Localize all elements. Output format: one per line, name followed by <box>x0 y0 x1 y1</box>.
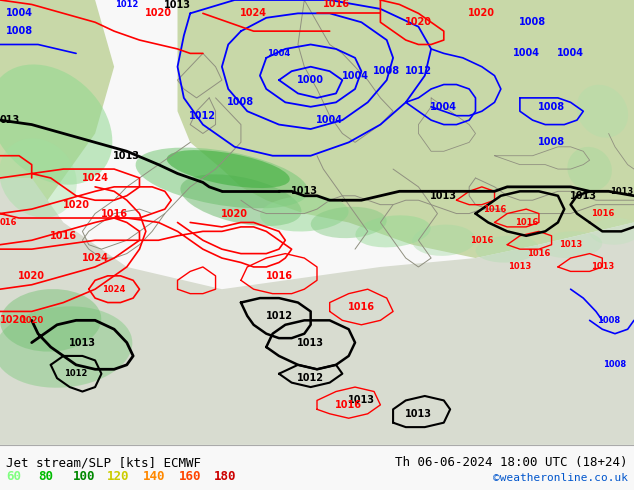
Text: 1016: 1016 <box>266 271 292 281</box>
Text: 1008: 1008 <box>538 102 565 112</box>
Text: 1024: 1024 <box>103 285 126 294</box>
Text: 1008: 1008 <box>597 316 620 325</box>
Text: 1024: 1024 <box>82 173 108 183</box>
Text: 1013: 1013 <box>508 263 531 271</box>
Text: 140: 140 <box>143 470 165 483</box>
Text: 016: 016 <box>0 218 18 227</box>
Text: 013: 013 <box>0 115 20 125</box>
Text: 80: 80 <box>38 470 53 483</box>
Text: 1004: 1004 <box>513 49 540 58</box>
Text: 1004: 1004 <box>316 115 343 125</box>
Text: 1013: 1013 <box>297 338 324 347</box>
Text: 1008: 1008 <box>604 360 626 369</box>
Text: 1004: 1004 <box>342 71 368 81</box>
Ellipse shape <box>136 147 308 208</box>
Text: 1012: 1012 <box>405 66 432 76</box>
Text: 1013: 1013 <box>610 187 633 196</box>
Text: 1020: 1020 <box>63 199 89 210</box>
Ellipse shape <box>590 218 634 245</box>
Polygon shape <box>0 178 634 445</box>
Ellipse shape <box>476 236 539 263</box>
Text: 1016: 1016 <box>483 205 506 214</box>
Text: 1016: 1016 <box>348 302 375 312</box>
Text: 1013: 1013 <box>69 338 96 347</box>
Text: 1020: 1020 <box>145 8 172 18</box>
Text: 1008: 1008 <box>6 26 32 36</box>
Text: 1012: 1012 <box>266 311 292 321</box>
Text: 1020: 1020 <box>405 17 432 27</box>
Text: 1016: 1016 <box>101 209 127 219</box>
Ellipse shape <box>260 196 349 231</box>
Text: 180: 180 <box>214 470 236 483</box>
Text: 1013: 1013 <box>559 240 582 249</box>
Text: 1013: 1013 <box>430 191 457 201</box>
Text: ©weatheronline.co.uk: ©weatheronline.co.uk <box>493 473 628 483</box>
Ellipse shape <box>0 289 101 352</box>
Text: 1004: 1004 <box>6 8 32 18</box>
Ellipse shape <box>167 150 290 188</box>
Ellipse shape <box>0 306 133 388</box>
Ellipse shape <box>0 138 77 218</box>
Text: 1012: 1012 <box>115 0 138 9</box>
Text: 1024: 1024 <box>240 8 267 18</box>
Ellipse shape <box>311 207 387 238</box>
Text: 1012: 1012 <box>65 369 87 378</box>
Text: 1012: 1012 <box>190 111 216 121</box>
Ellipse shape <box>180 174 302 226</box>
Text: 1012: 1012 <box>297 373 324 383</box>
Text: 1008: 1008 <box>519 17 546 27</box>
Polygon shape <box>0 0 114 222</box>
Text: 1000: 1000 <box>297 75 324 85</box>
Text: 1020: 1020 <box>0 316 27 325</box>
Text: 1013: 1013 <box>570 191 597 201</box>
Text: 1013: 1013 <box>113 151 140 161</box>
Text: 1008: 1008 <box>373 66 400 76</box>
Ellipse shape <box>576 85 628 138</box>
Text: 1013: 1013 <box>164 0 191 10</box>
Ellipse shape <box>412 224 476 256</box>
Text: 1008: 1008 <box>538 137 565 147</box>
Text: 1016: 1016 <box>50 231 77 241</box>
Text: 1013: 1013 <box>405 409 432 419</box>
Text: 1004: 1004 <box>430 102 457 112</box>
Ellipse shape <box>567 147 612 191</box>
Text: 1016: 1016 <box>527 249 550 258</box>
Text: 1024: 1024 <box>82 253 108 263</box>
Ellipse shape <box>539 231 602 258</box>
Text: 1004: 1004 <box>557 49 584 58</box>
Text: 1013: 1013 <box>591 263 614 271</box>
Text: 1020: 1020 <box>221 209 248 219</box>
Text: 1013: 1013 <box>291 186 318 196</box>
Text: 1020: 1020 <box>20 316 43 325</box>
Text: 1016: 1016 <box>515 218 538 227</box>
Text: 1020: 1020 <box>469 8 495 18</box>
Text: 1020: 1020 <box>18 271 45 281</box>
Text: Th 06-06-2024 18:00 UTC (18+24): Th 06-06-2024 18:00 UTC (18+24) <box>395 456 628 469</box>
Text: 160: 160 <box>179 470 201 483</box>
Text: 1016: 1016 <box>323 0 349 9</box>
Ellipse shape <box>356 215 430 247</box>
Text: 1016: 1016 <box>335 400 362 410</box>
Text: 1016: 1016 <box>591 209 614 218</box>
Text: 120: 120 <box>107 470 129 483</box>
Polygon shape <box>178 0 634 258</box>
Text: 1013: 1013 <box>348 395 375 405</box>
Text: 60: 60 <box>6 470 22 483</box>
Text: Jet stream/SLP [kts] ECMWF: Jet stream/SLP [kts] ECMWF <box>6 456 202 469</box>
Text: 100: 100 <box>73 470 95 483</box>
Text: 1016: 1016 <box>470 236 493 245</box>
Ellipse shape <box>0 65 112 185</box>
Text: 1004: 1004 <box>268 49 290 58</box>
Text: 1008: 1008 <box>228 98 254 107</box>
